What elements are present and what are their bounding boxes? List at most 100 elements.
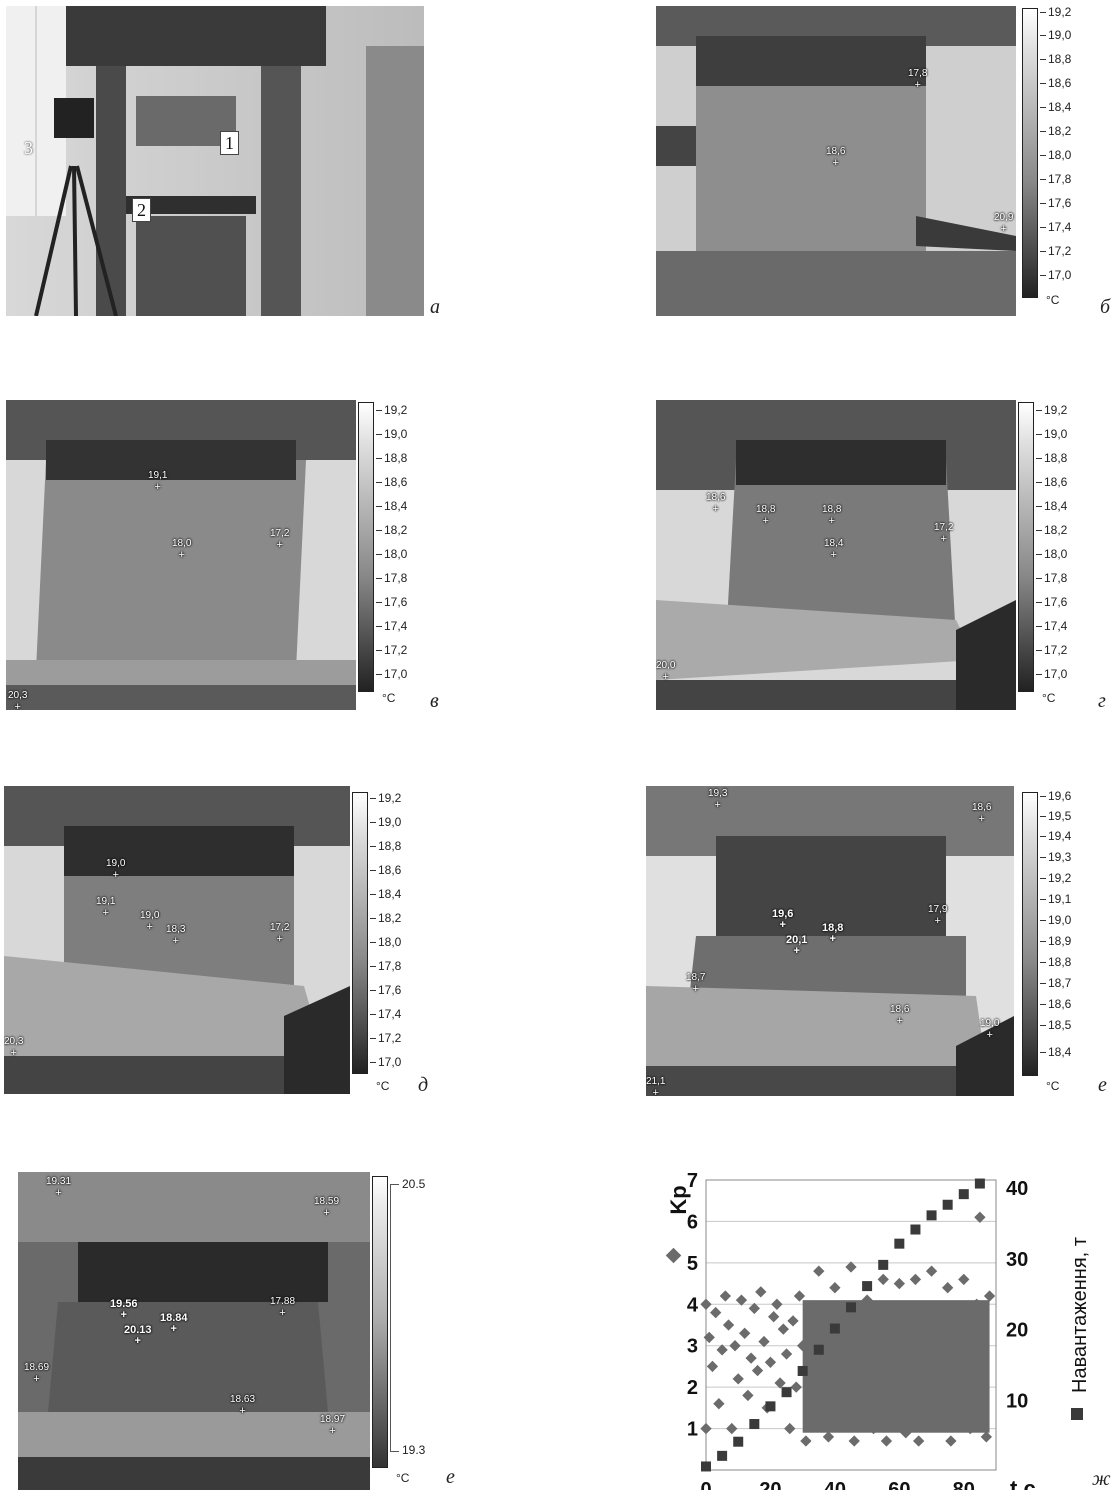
kp-point [919, 1373, 931, 1385]
load-point [910, 1224, 921, 1235]
marker-v-2: 18,0 [172, 538, 191, 549]
marker-d-3: 19,0 [140, 910, 159, 921]
marker-b-3: 20,9 [994, 212, 1013, 223]
load-point [781, 1387, 792, 1398]
marker-d-6: 20,3 [4, 1036, 23, 1047]
x-tick-label: 80 [953, 1479, 975, 1490]
load-point [749, 1419, 760, 1430]
y-tick-label: 4 [687, 1294, 699, 1316]
chart-kp-load: 1 2 3 4 5 6 7 10 20 30 40 0 20 40 60 80 Kp t,c Навантаженн… [665, 1170, 1091, 1490]
marker-e2-2: 18.59 [314, 1196, 339, 1207]
kp-point [893, 1277, 905, 1290]
kp-point [951, 1348, 963, 1360]
kp-point [732, 1373, 744, 1385]
kp-point [751, 1364, 764, 1377]
kp-point [755, 1286, 767, 1298]
kp-point [722, 1319, 735, 1331]
kp-point [913, 1435, 925, 1447]
kp-point [780, 1348, 793, 1360]
kp-point [713, 1398, 725, 1410]
kp-point [971, 1298, 983, 1310]
kp-point [861, 1294, 873, 1306]
kp-point [771, 1298, 783, 1310]
scale-e2-bottom: 19.3 [402, 1443, 426, 1457]
x-tick-label: 40 [824, 1479, 846, 1490]
load-point [733, 1436, 744, 1447]
thermogram-v: 19,1 18,0 17,2 20,3 [6, 400, 356, 710]
load-point [765, 1401, 776, 1412]
kp-point [874, 1319, 886, 1331]
scale-e2-top: 20.5 [402, 1177, 426, 1191]
load-point [829, 1323, 840, 1334]
kp-point [787, 1315, 799, 1327]
y-tick-label: 1 [687, 1419, 698, 1441]
marker-v-1: 19,1 [148, 470, 167, 481]
label-1: 1 [220, 131, 239, 155]
marker-d-4: 18,3 [166, 924, 185, 935]
kp-point [768, 1311, 780, 1323]
y-tick-label: 7 [687, 1170, 698, 1192]
kp-point [983, 1290, 996, 1302]
load-point [894, 1238, 905, 1249]
y-tick-label: 6 [687, 1211, 698, 1233]
kp-point [800, 1435, 812, 1447]
kp-point [784, 1422, 796, 1435]
marker-d-1: 19,0 [106, 858, 125, 869]
marker-g-1: 18,6 [706, 492, 725, 503]
load-point [878, 1259, 889, 1270]
kp-point [793, 1290, 806, 1302]
panel-letter-g: г [1098, 690, 1106, 712]
kp-point [716, 1344, 728, 1356]
panel-letter-b: б [1100, 296, 1111, 318]
load-point [942, 1199, 953, 1210]
load-point [862, 1281, 873, 1292]
load-point [701, 1461, 711, 1472]
kp-point [726, 1422, 738, 1435]
marker-g-3: 18,8 [822, 504, 841, 515]
x-tick-label: 60 [888, 1479, 910, 1490]
y2-tick-label: 30 [1006, 1249, 1028, 1271]
marker-e-2: 18,6 [972, 802, 991, 813]
panel-letter-e2: е [446, 1466, 455, 1488]
load-point [846, 1302, 856, 1313]
load-point [958, 1189, 969, 1200]
marker-e-7: 18,7 [686, 972, 705, 983]
panel-letter-a: a [430, 296, 440, 318]
x-axis-label: t,c [1010, 1476, 1036, 1490]
marker-v-3: 17,2 [270, 528, 289, 539]
thermogram-d: 19,0 19,1 19,0 18,3 17,2 20,3 [4, 786, 350, 1094]
kp-point [845, 1261, 857, 1273]
kp-point [742, 1389, 754, 1402]
label-2: 2 [132, 198, 151, 222]
panel-letter-zh: ж [1092, 1468, 1111, 1490]
kp-point [700, 1422, 712, 1435]
marker-e2-9: 18.97 [320, 1414, 345, 1425]
marker-g-5: 18,4 [824, 538, 843, 549]
marker-g-4: 17,2 [934, 522, 953, 533]
load-point [813, 1344, 824, 1355]
panel-letter-v: в [430, 690, 439, 712]
y2-legend-square [1071, 1408, 1083, 1420]
marker-e2-3: 19.56 [110, 1298, 138, 1310]
kp-point [764, 1356, 777, 1368]
y-tick-label: 3 [687, 1336, 698, 1358]
plot-frame [705, 1179, 997, 1471]
kp-point [822, 1431, 835, 1443]
label-3: 3 [24, 138, 33, 158]
marker-d-2: 19,1 [96, 896, 115, 907]
y-legend-diamond [665, 1247, 682, 1264]
marker-g-6: 20,0 [656, 660, 675, 671]
kp-point [790, 1381, 802, 1393]
kp-point [974, 1211, 986, 1223]
load-point [717, 1450, 728, 1461]
y-tick-label: 5 [687, 1253, 698, 1275]
kp-point [958, 1273, 970, 1286]
kp-dense-band [802, 1300, 990, 1433]
marker-b-1: 17,8 [908, 68, 927, 79]
y2-axis-label: Навантаження, т [1069, 1237, 1091, 1393]
kp-point [703, 1331, 715, 1344]
thermogram-e: 19,3 18,6 19,6 20,1 18,8 17,9 18,7 18,6 … [646, 786, 1014, 1096]
marker-e2-5: 18.84 [160, 1312, 188, 1324]
photo-test-setup: 1 2 3 [6, 6, 424, 316]
kp-point [900, 1427, 912, 1439]
